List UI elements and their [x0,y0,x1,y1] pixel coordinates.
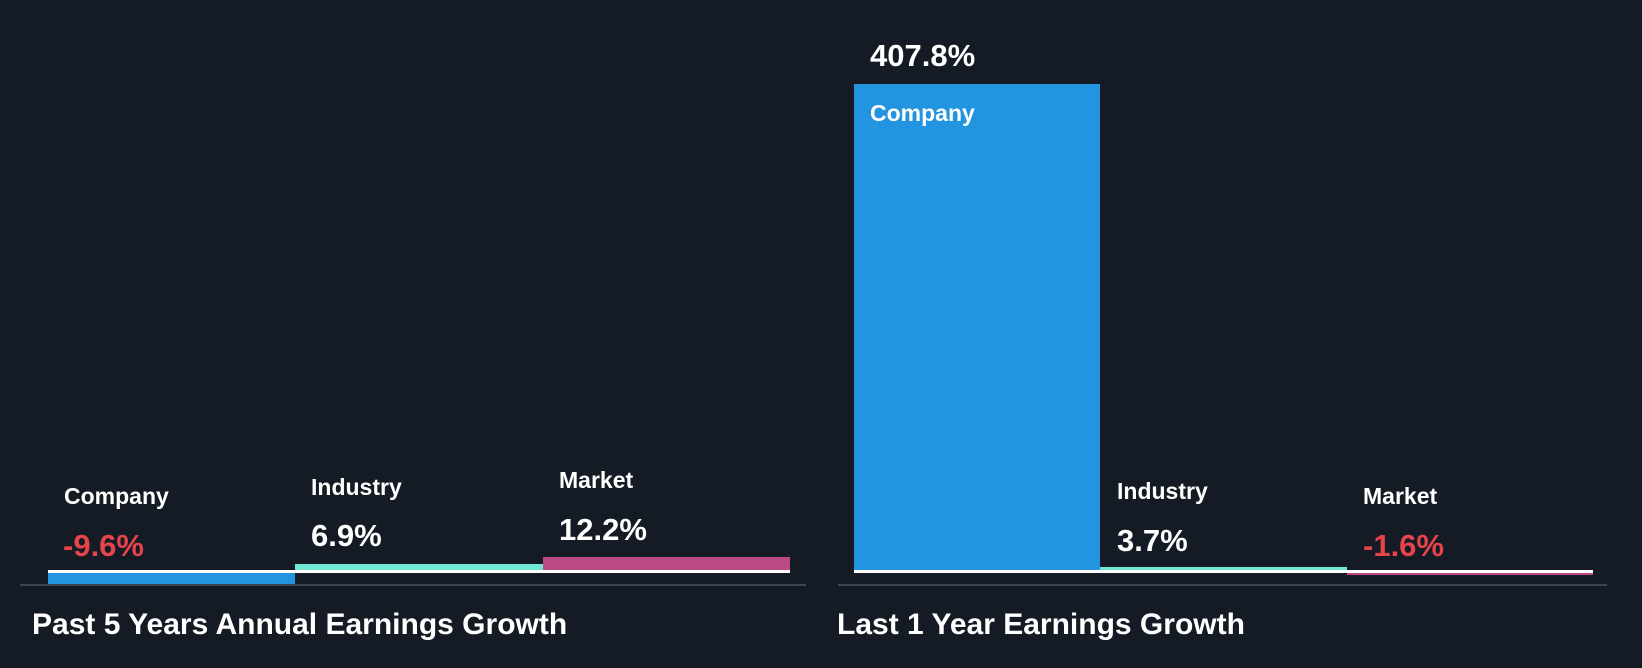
bar-company-1y [854,84,1100,571]
label-market-5y: Market [559,467,634,493]
chart-title-5y: Past 5 Years Annual Earnings Growth [32,608,568,641]
value-industry-1y: 3.7% [1117,523,1188,558]
zero-line-5y [48,570,790,573]
value-industry-5y: 6.9% [311,518,382,553]
value-company-5y: -9.6% [63,528,144,563]
bar-industry-1y [1100,567,1347,571]
zero-line-1y [854,570,1593,573]
label-company-1y: Company [870,100,975,126]
axis-line-5y [20,584,806,586]
bar-company-5y [48,571,295,584]
label-market-1y: Market [1363,483,1438,509]
value-market-1y: -1.6% [1363,528,1444,563]
value-market-5y: 12.2% [559,512,647,547]
axis-line-1y [838,584,1607,586]
bar-industry-5y [295,564,543,571]
bar-market-1y [1347,573,1593,575]
chart-title-1y: Last 1 Year Earnings Growth [837,608,1245,641]
label-company-5y: Company [64,483,169,509]
label-industry-5y: Industry [311,474,402,500]
last-1-year-chart: 407.8% Company Industry 3.7% Market -1.6… [821,0,1642,668]
past-5-years-chart: Company -9.6% Industry 6.9% Market 12.2%… [20,467,806,641]
value-company-1y: 407.8% [870,38,976,73]
bar-market-5y [543,557,790,571]
label-industry-1y: Industry [1117,478,1208,504]
